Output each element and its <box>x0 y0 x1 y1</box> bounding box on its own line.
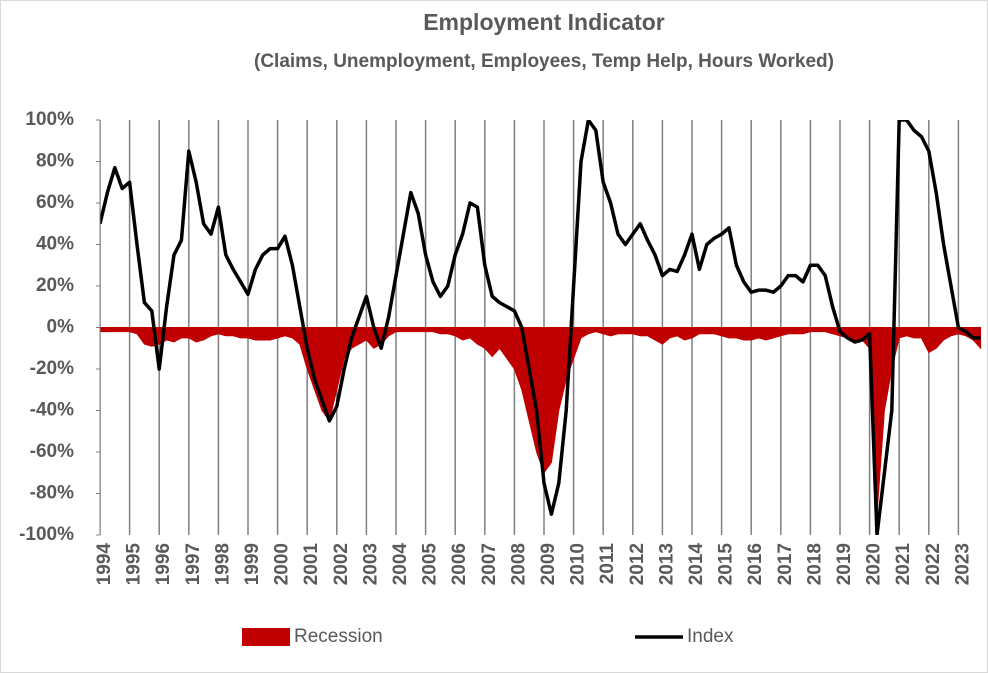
x-tick-label: 2018 <box>804 543 825 585</box>
x-tick-label: 2021 <box>893 543 914 586</box>
chart-subtitle: (Claims, Unemployment, Employees, Temp H… <box>254 51 834 72</box>
x-tick-label: 2016 <box>745 543 766 585</box>
x-tick-label: 2008 <box>508 543 529 585</box>
x-tick-label: 2001 <box>301 543 322 586</box>
y-tick-label: -100% <box>19 524 74 545</box>
x-tick-label: 2011 <box>597 543 618 585</box>
x-tick-label: 2000 <box>272 543 293 585</box>
y-tick-label: 20% <box>36 275 74 296</box>
x-tick-label: 2003 <box>360 543 381 585</box>
legend-label: Index <box>687 626 734 647</box>
x-tick-label: 2002 <box>331 543 352 585</box>
y-tick-label: 80% <box>36 151 74 172</box>
x-tick-label: 2007 <box>479 543 500 585</box>
x-tick-label: 2022 <box>923 543 944 585</box>
y-tick-label: -40% <box>30 400 74 421</box>
x-tick-label: 2014 <box>686 543 707 586</box>
x-tick-label: 2010 <box>568 543 589 585</box>
x-tick-label: 2005 <box>420 543 441 586</box>
x-tick-label: 2012 <box>627 543 648 585</box>
x-tick-label: 2004 <box>390 543 411 586</box>
x-tick-label: 1996 <box>153 543 174 585</box>
plot-area <box>100 120 982 535</box>
y-tick-label: -80% <box>30 483 74 504</box>
chart-title: Employment Indicator <box>423 9 665 35</box>
x-tick-label: 1997 <box>183 543 204 585</box>
x-tick-label: 2017 <box>775 543 796 585</box>
y-tick-label: 100% <box>25 109 74 130</box>
x-tick-label: 2020 <box>864 543 885 585</box>
x-tick-label: 2013 <box>656 543 677 585</box>
x-tick-label: 1999 <box>242 543 263 585</box>
line <box>100 120 981 535</box>
x-tick-label: 2015 <box>716 543 737 586</box>
x-tick-label: 1995 <box>124 543 145 586</box>
x-tick-label: 2023 <box>952 543 973 585</box>
y-tick-label: -60% <box>30 441 74 462</box>
x-tick-label: 2019 <box>834 543 855 585</box>
y-tick-label: -20% <box>30 358 74 379</box>
y-tick-label: 0% <box>47 317 75 338</box>
y-tick-label: 60% <box>36 192 74 213</box>
x-tick-label: 1998 <box>212 543 233 585</box>
x-tick-label: 1994 <box>94 543 115 586</box>
y-tick-label: 40% <box>36 234 74 255</box>
x-tick-label: 2006 <box>449 543 470 585</box>
x-tick-label: 2009 <box>538 543 559 585</box>
legend-label: Recession <box>294 626 383 647</box>
legend-swatch <box>242 628 290 646</box>
